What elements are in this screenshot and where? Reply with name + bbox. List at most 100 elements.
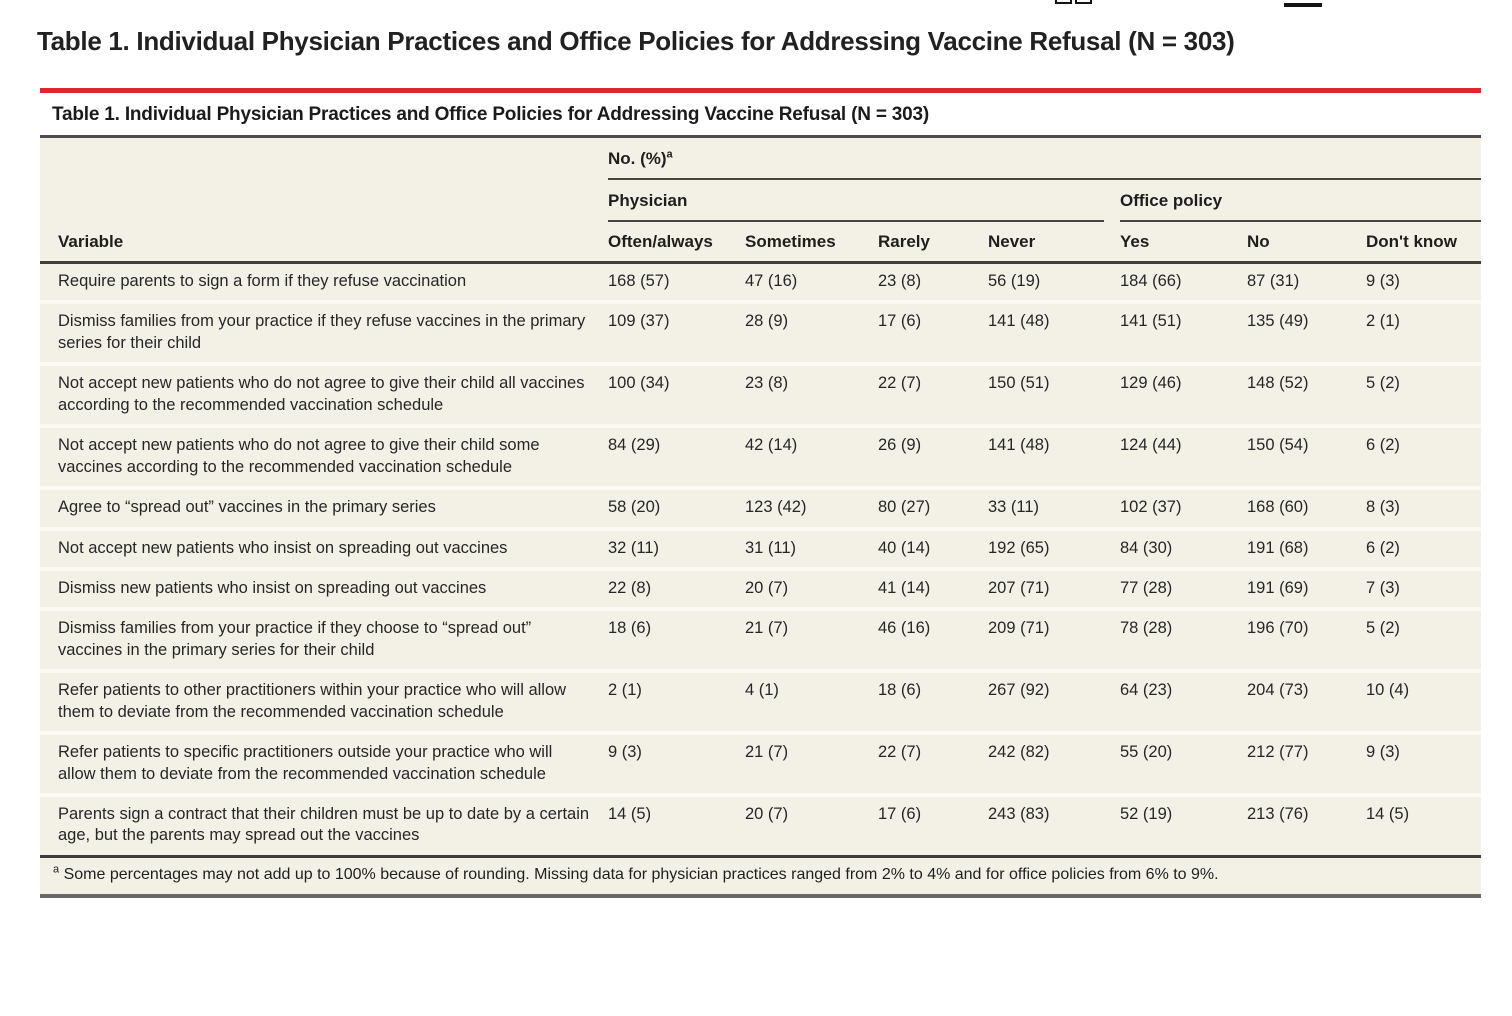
row-value: 2 (1)	[608, 669, 745, 734]
table-body: Require parents to sign a form if they r…	[40, 263, 1481, 855]
row-value: 168 (60)	[1247, 486, 1366, 529]
column-header-dont-know: Don't know	[1366, 222, 1481, 264]
row-value: 212 (77)	[1247, 731, 1366, 795]
table-row: Parents sign a contract that their child…	[40, 793, 1481, 855]
column-header-variable: Variable	[40, 222, 608, 264]
row-value: 41 (14)	[878, 566, 988, 610]
table-row: Dismiss families from your practice if t…	[40, 607, 1481, 672]
row-value: 7 (3)	[1366, 566, 1481, 610]
footnote-text: Some percentages may not add up to 100% …	[63, 865, 1219, 883]
row-value: 22 (7)	[878, 362, 988, 427]
header-spacer	[40, 180, 608, 222]
bottom-rule	[40, 893, 1481, 898]
minus-icon[interactable]	[1284, 3, 1322, 7]
row-value: 9 (3)	[608, 731, 745, 795]
row-variable: Not accept new patients who insist on sp…	[40, 526, 608, 569]
row-value: 141 (48)	[988, 424, 1120, 489]
header-group-row: Physician Office policy	[40, 180, 1481, 222]
row-value: 80 (27)	[878, 486, 988, 529]
row-variable: Refer patients to specific practitioners…	[40, 731, 608, 795]
header-group-no-pct: No. (%)a	[608, 138, 1481, 180]
row-value: 9 (3)	[1366, 731, 1481, 795]
row-value: 84 (30)	[1120, 526, 1247, 569]
row-value: 242 (82)	[988, 731, 1120, 795]
row-value: 2 (1)	[1366, 300, 1481, 365]
row-value: 123 (42)	[745, 486, 878, 529]
row-value: 10 (4)	[1366, 669, 1481, 734]
row-value: 84 (29)	[608, 424, 745, 489]
row-variable: Dismiss new patients who insist on sprea…	[40, 566, 608, 610]
row-value: 33 (11)	[988, 486, 1120, 529]
row-value: 87 (31)	[1247, 272, 1300, 290]
column-header-yes: Yes	[1120, 222, 1247, 264]
row-value: 192 (65)	[988, 526, 1120, 569]
row-value: 9 (3)	[1366, 272, 1400, 290]
row-value: 77 (28)	[1120, 566, 1247, 610]
row-value: 22 (7)	[878, 731, 988, 795]
row-value: 21 (7)	[745, 607, 878, 672]
row-variable: Agree to “spread out” vaccines in the pr…	[40, 486, 608, 529]
row-value: 47 (16)	[745, 272, 798, 290]
row-value: 28 (9)	[745, 300, 878, 365]
header-group-office-policy: Office policy	[1120, 180, 1481, 222]
table-row: Not accept new patients who do not agree…	[40, 424, 1481, 489]
row-value: 8 (3)	[1366, 486, 1481, 529]
no-pct-label: No. (%)	[608, 149, 667, 168]
pages-icon[interactable]	[1055, 0, 1101, 5]
table-row: Refer patients to specific practitioners…	[40, 731, 1481, 795]
row-value: 191 (68)	[1247, 526, 1366, 569]
row-value: 102 (37)	[1120, 486, 1247, 529]
column-header-no: No	[1247, 222, 1366, 264]
row-value: 32 (11)	[608, 526, 745, 569]
table-row: Not accept new patients who do not agree…	[40, 362, 1481, 427]
row-value: 78 (28)	[1120, 607, 1247, 672]
row-value: 14 (5)	[608, 793, 745, 855]
row-variable: Not accept new patients who do not agree…	[40, 362, 608, 427]
row-value: 23 (8)	[878, 272, 922, 290]
row-value: 5 (2)	[1366, 607, 1481, 672]
row-value: 21 (7)	[745, 731, 878, 795]
row-value: 213 (76)	[1247, 793, 1366, 855]
row-value: 141 (48)	[988, 300, 1120, 365]
row-value: 100 (34)	[608, 362, 745, 427]
no-pct-superscript: a	[666, 148, 673, 161]
table-header: No. (%)a Physician Office policy Variabl…	[40, 138, 1481, 264]
header-spacer	[40, 138, 608, 180]
row-value: 20 (7)	[745, 566, 878, 610]
row-value: 26 (9)	[878, 424, 988, 489]
column-header-sometimes: Sometimes	[745, 222, 878, 264]
footnote-superscript: a	[53, 863, 60, 876]
row-value: 14 (5)	[1366, 793, 1481, 855]
row-value: 18 (6)	[608, 607, 745, 672]
row-value: 20 (7)	[745, 793, 878, 855]
page-title: Table 1. Individual Physician Practices …	[37, 26, 1235, 56]
table-row: Require parents to sign a form if they r…	[40, 263, 1481, 303]
row-value: 196 (70)	[1247, 607, 1366, 672]
row-value: 141 (51)	[1120, 300, 1247, 365]
row-value: 42 (14)	[745, 424, 878, 489]
row-value: 207 (71)	[988, 566, 1120, 610]
row-variable: Parents sign a contract that their child…	[40, 793, 608, 855]
row-value: 6 (2)	[1366, 424, 1481, 489]
table-footnote: a Some percentages may not add up to 100…	[40, 854, 1481, 894]
row-value: 58 (20)	[608, 486, 745, 529]
row-value: 64 (23)	[1120, 669, 1247, 734]
accent-rule	[40, 88, 1481, 93]
row-variable: Require parents to sign a form if they r…	[58, 272, 467, 290]
row-value: 267 (92)	[988, 669, 1120, 734]
table-row: Dismiss families from your practice if t…	[40, 300, 1481, 365]
row-value: 184 (66)	[1120, 272, 1182, 290]
column-header-never: Never	[988, 222, 1120, 264]
page-icon-left	[1055, 0, 1072, 4]
row-value: 168 (57)	[608, 272, 670, 290]
header-group-top-row: No. (%)a	[40, 138, 1481, 180]
title-divider	[40, 135, 1481, 138]
data-table: No. (%)a Physician Office policy Variabl…	[40, 138, 1481, 855]
row-value: 17 (6)	[878, 300, 988, 365]
row-variable: Dismiss families from your practice if t…	[40, 607, 608, 672]
row-variable: Refer patients to other practitioners wi…	[40, 669, 608, 734]
table-row: Refer patients to other practitioners wi…	[40, 669, 1481, 734]
row-value: 209 (71)	[988, 607, 1120, 672]
row-variable: Not accept new patients who do not agree…	[40, 424, 608, 489]
column-header-rarely: Rarely	[878, 222, 988, 264]
